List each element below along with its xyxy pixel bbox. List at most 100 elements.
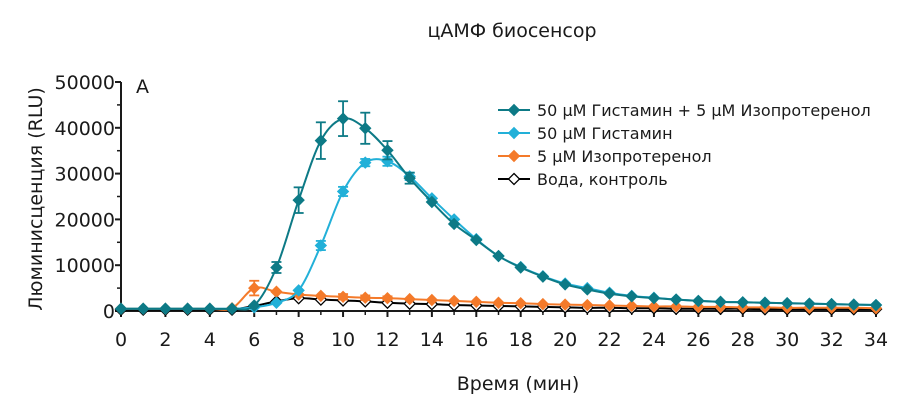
data-point — [381, 144, 394, 157]
data-point — [403, 292, 416, 306]
data-point — [625, 299, 638, 313]
data-point — [514, 297, 527, 310]
data-point — [359, 156, 372, 169]
data-point — [136, 302, 150, 315]
y-tick-label: 10000 — [55, 255, 115, 277]
data-point — [314, 289, 328, 303]
data-point — [536, 270, 550, 283]
legend-label: 50 μM Гистамин + 5 μM Изопротеренол — [537, 101, 871, 120]
legend-item-4: Вода, контроль — [498, 170, 668, 189]
data-point — [869, 298, 883, 312]
y-tick-label: 0 — [103, 301, 115, 323]
data-point — [647, 300, 661, 313]
data-point — [336, 290, 350, 304]
data-point — [603, 287, 616, 300]
data-point — [270, 296, 283, 309]
legend-marker — [507, 172, 521, 186]
x-tick-label: 0 — [115, 329, 127, 351]
data-point — [270, 285, 283, 298]
data-point — [425, 195, 439, 209]
x-tick-label: 32 — [819, 329, 843, 351]
data-point — [248, 299, 261, 312]
data-point — [492, 249, 505, 263]
data-point — [669, 293, 683, 306]
y-axis-title: Люминисценция (RLU) — [25, 87, 47, 311]
data-point — [470, 295, 483, 309]
data-point — [558, 278, 572, 291]
data-point — [403, 171, 416, 185]
data-point — [248, 281, 261, 295]
x-tick-label: 16 — [464, 329, 488, 351]
data-point — [447, 217, 461, 231]
data-point — [825, 297, 838, 311]
data-point — [314, 239, 328, 252]
x-tick-label: 30 — [775, 329, 799, 351]
legend-label: 5 μM Изопротеренол — [537, 147, 712, 166]
data-point — [470, 233, 483, 247]
series-1 — [114, 100, 883, 315]
legend-marker — [507, 103, 521, 117]
axes: 0 2 4 6 8 10 12 14 16 18 20 22 24 26 28 30 32 34010000200… — [55, 72, 889, 351]
data-point — [692, 294, 705, 308]
x-tick-label: 20 — [553, 329, 577, 351]
data-point — [558, 298, 572, 311]
data-point — [736, 296, 749, 309]
data-point — [803, 297, 816, 310]
data-point — [514, 261, 527, 274]
x-tick-label: 2 — [159, 329, 171, 351]
x-tick-label: 8 — [293, 329, 305, 351]
data-point — [447, 294, 461, 308]
x-tick-label: 6 — [248, 329, 260, 351]
data-point — [359, 122, 372, 135]
data-point — [581, 298, 594, 312]
x-tick-label: 34 — [864, 329, 888, 351]
data-point — [847, 298, 861, 311]
y-tick-label: 20000 — [55, 209, 115, 231]
data-point — [336, 112, 350, 125]
panel-label: A — [136, 76, 149, 98]
legend-marker — [507, 149, 521, 163]
data-point — [647, 291, 661, 305]
x-tick-label: 22 — [597, 329, 621, 351]
legend-item-2: 50 μM Гистамин — [498, 124, 673, 143]
data-point — [758, 296, 772, 309]
x-tick-label: 4 — [204, 329, 216, 351]
x-tick-label: 28 — [731, 329, 755, 351]
data-point — [292, 284, 305, 297]
data-point — [159, 302, 172, 315]
x-axis-title: Время (мин) — [457, 373, 580, 395]
data-point — [492, 296, 505, 309]
x-tick-label: 10 — [331, 329, 355, 351]
series-layer — [114, 100, 883, 317]
legend-item-3: 5 μM Изопротеренол — [498, 147, 712, 166]
data-point — [625, 290, 638, 303]
legend: 50 μM Гистамин + 5 μM Изопротеренол 50 μM… — [498, 101, 871, 189]
data-point — [336, 185, 350, 198]
data-point — [381, 291, 394, 305]
x-tick-label: 14 — [420, 329, 444, 351]
data-point — [669, 300, 683, 313]
x-tick-label: 18 — [509, 329, 533, 351]
data-point — [203, 302, 217, 315]
data-point — [270, 261, 283, 274]
data-point — [114, 302, 128, 315]
data-point — [536, 297, 550, 311]
series-line — [120, 158, 877, 310]
data-point — [714, 295, 727, 309]
chart-title: цАМФ биосенсор — [427, 20, 596, 42]
data-point — [314, 134, 328, 147]
x-tick-label: 12 — [375, 329, 399, 351]
data-point — [225, 302, 239, 315]
y-tick-label: 30000 — [55, 164, 115, 186]
data-point — [292, 193, 305, 207]
series-line — [120, 117, 877, 311]
y-tick-label: 40000 — [55, 118, 115, 140]
legend-item-1: 50 μM Гистамин + 5 μM Изопротеренол — [498, 101, 871, 120]
data-point — [425, 293, 439, 307]
legend-label: 50 μM Гистамин — [537, 124, 673, 143]
data-point — [780, 297, 794, 310]
legend-marker — [507, 126, 521, 140]
x-tick-label: 24 — [642, 329, 666, 351]
data-point — [359, 291, 372, 304]
